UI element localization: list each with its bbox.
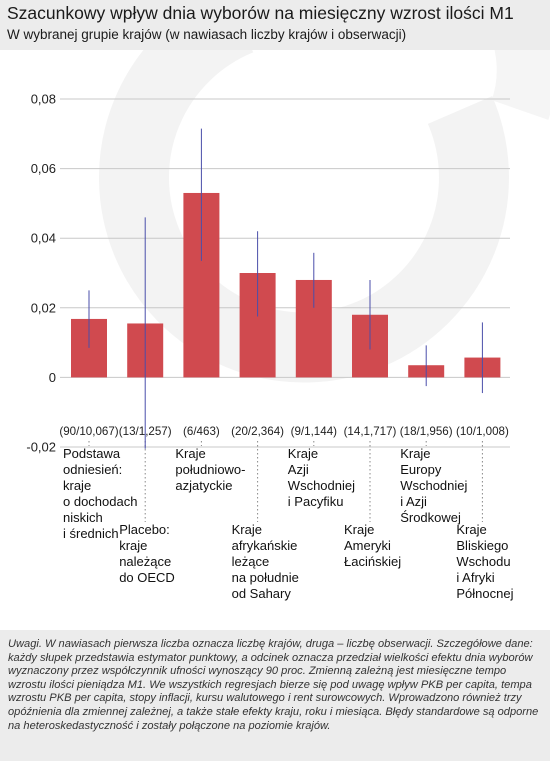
observation-count-label: (14,1,717) (344, 425, 397, 438)
category-label: Wschodniej (288, 478, 355, 493)
y-tick-label: -0,02 (26, 440, 56, 455)
category-label: Kraje (175, 446, 205, 461)
category-label: i Pacyfiku (288, 494, 344, 509)
category-label: Bliskiego (456, 538, 508, 553)
category-label: Podstawa (63, 446, 121, 461)
chart-title: Szacunkowy wpływ dnia wyborów na miesięc… (7, 3, 514, 23)
category-label: i średnich (63, 526, 119, 541)
category-label: Ameryki (344, 538, 391, 553)
category-label: odniesień: (63, 462, 122, 477)
y-tick-label: 0,08 (31, 92, 56, 107)
observation-count-label: (20/2,364) (231, 425, 284, 438)
observation-count-label: (13/1,257) (119, 425, 172, 438)
category-label: Kraje (400, 446, 430, 461)
category-label: Północnej (456, 586, 513, 601)
category-label: Wschodniej (400, 478, 467, 493)
y-tick-label: 0 (49, 370, 56, 385)
category-label: kraje (119, 538, 147, 553)
category-label: należące (119, 554, 171, 569)
observation-count-label: (6/463) (183, 425, 220, 438)
bar-chart-svg: -0,02 0 0,02 0,04 0,06 0,08 (90/10,067) Podstaw… (26, 50, 550, 601)
category-label: o dochodach (63, 494, 137, 509)
category-label: Kraje (456, 522, 486, 537)
category-label: i Afryki (456, 570, 494, 585)
category-label: Kraje (288, 446, 318, 461)
category-label: Środkowej (400, 510, 461, 525)
category-label: Łacińskiej (344, 554, 401, 569)
chart-area: -0,02 0 0,02 0,04 0,06 0,08 (90/10,067) Podstaw… (0, 50, 550, 630)
category-label: leżące (232, 554, 270, 569)
category-label: od Sahary (232, 586, 292, 601)
category-label: niskich (63, 510, 103, 525)
observation-count-label: (10/1,008) (456, 425, 509, 438)
chart-subtitle: W wybranej grupie krajów (w nawiasach li… (7, 27, 407, 42)
category-label: azjatyckie (175, 478, 232, 493)
chart-header: Szacunkowy wpływ dnia wyborów na miesięc… (0, 0, 550, 50)
observation-count-label: (9/1,144) (291, 425, 338, 438)
chart-notes: Uwagi. W nawiasach pierwsza liczba oznac… (8, 638, 539, 732)
observation-count-label: (90/10,067) (59, 425, 118, 438)
category-label: południowo- (175, 462, 245, 477)
category-label: Kraje (344, 522, 374, 537)
category-label: afrykańskie (232, 538, 298, 553)
category-label: Kraje (232, 522, 262, 537)
observation-count-label: (18/1,956) (400, 425, 453, 438)
category-label: i Azji (400, 494, 427, 509)
category-label: Placebo: (119, 522, 170, 537)
category-label: Wschodu (456, 554, 510, 569)
y-tick-label: 0,06 (31, 161, 56, 176)
category-label: kraje (63, 478, 91, 493)
category-label: do OECD (119, 570, 175, 585)
y-tick-label: 0,02 (31, 300, 56, 315)
category-label: Azji (288, 462, 309, 477)
category-label: Europy (400, 462, 442, 477)
category-label: na południe (232, 570, 299, 585)
y-tick-label: 0,04 (31, 231, 56, 246)
